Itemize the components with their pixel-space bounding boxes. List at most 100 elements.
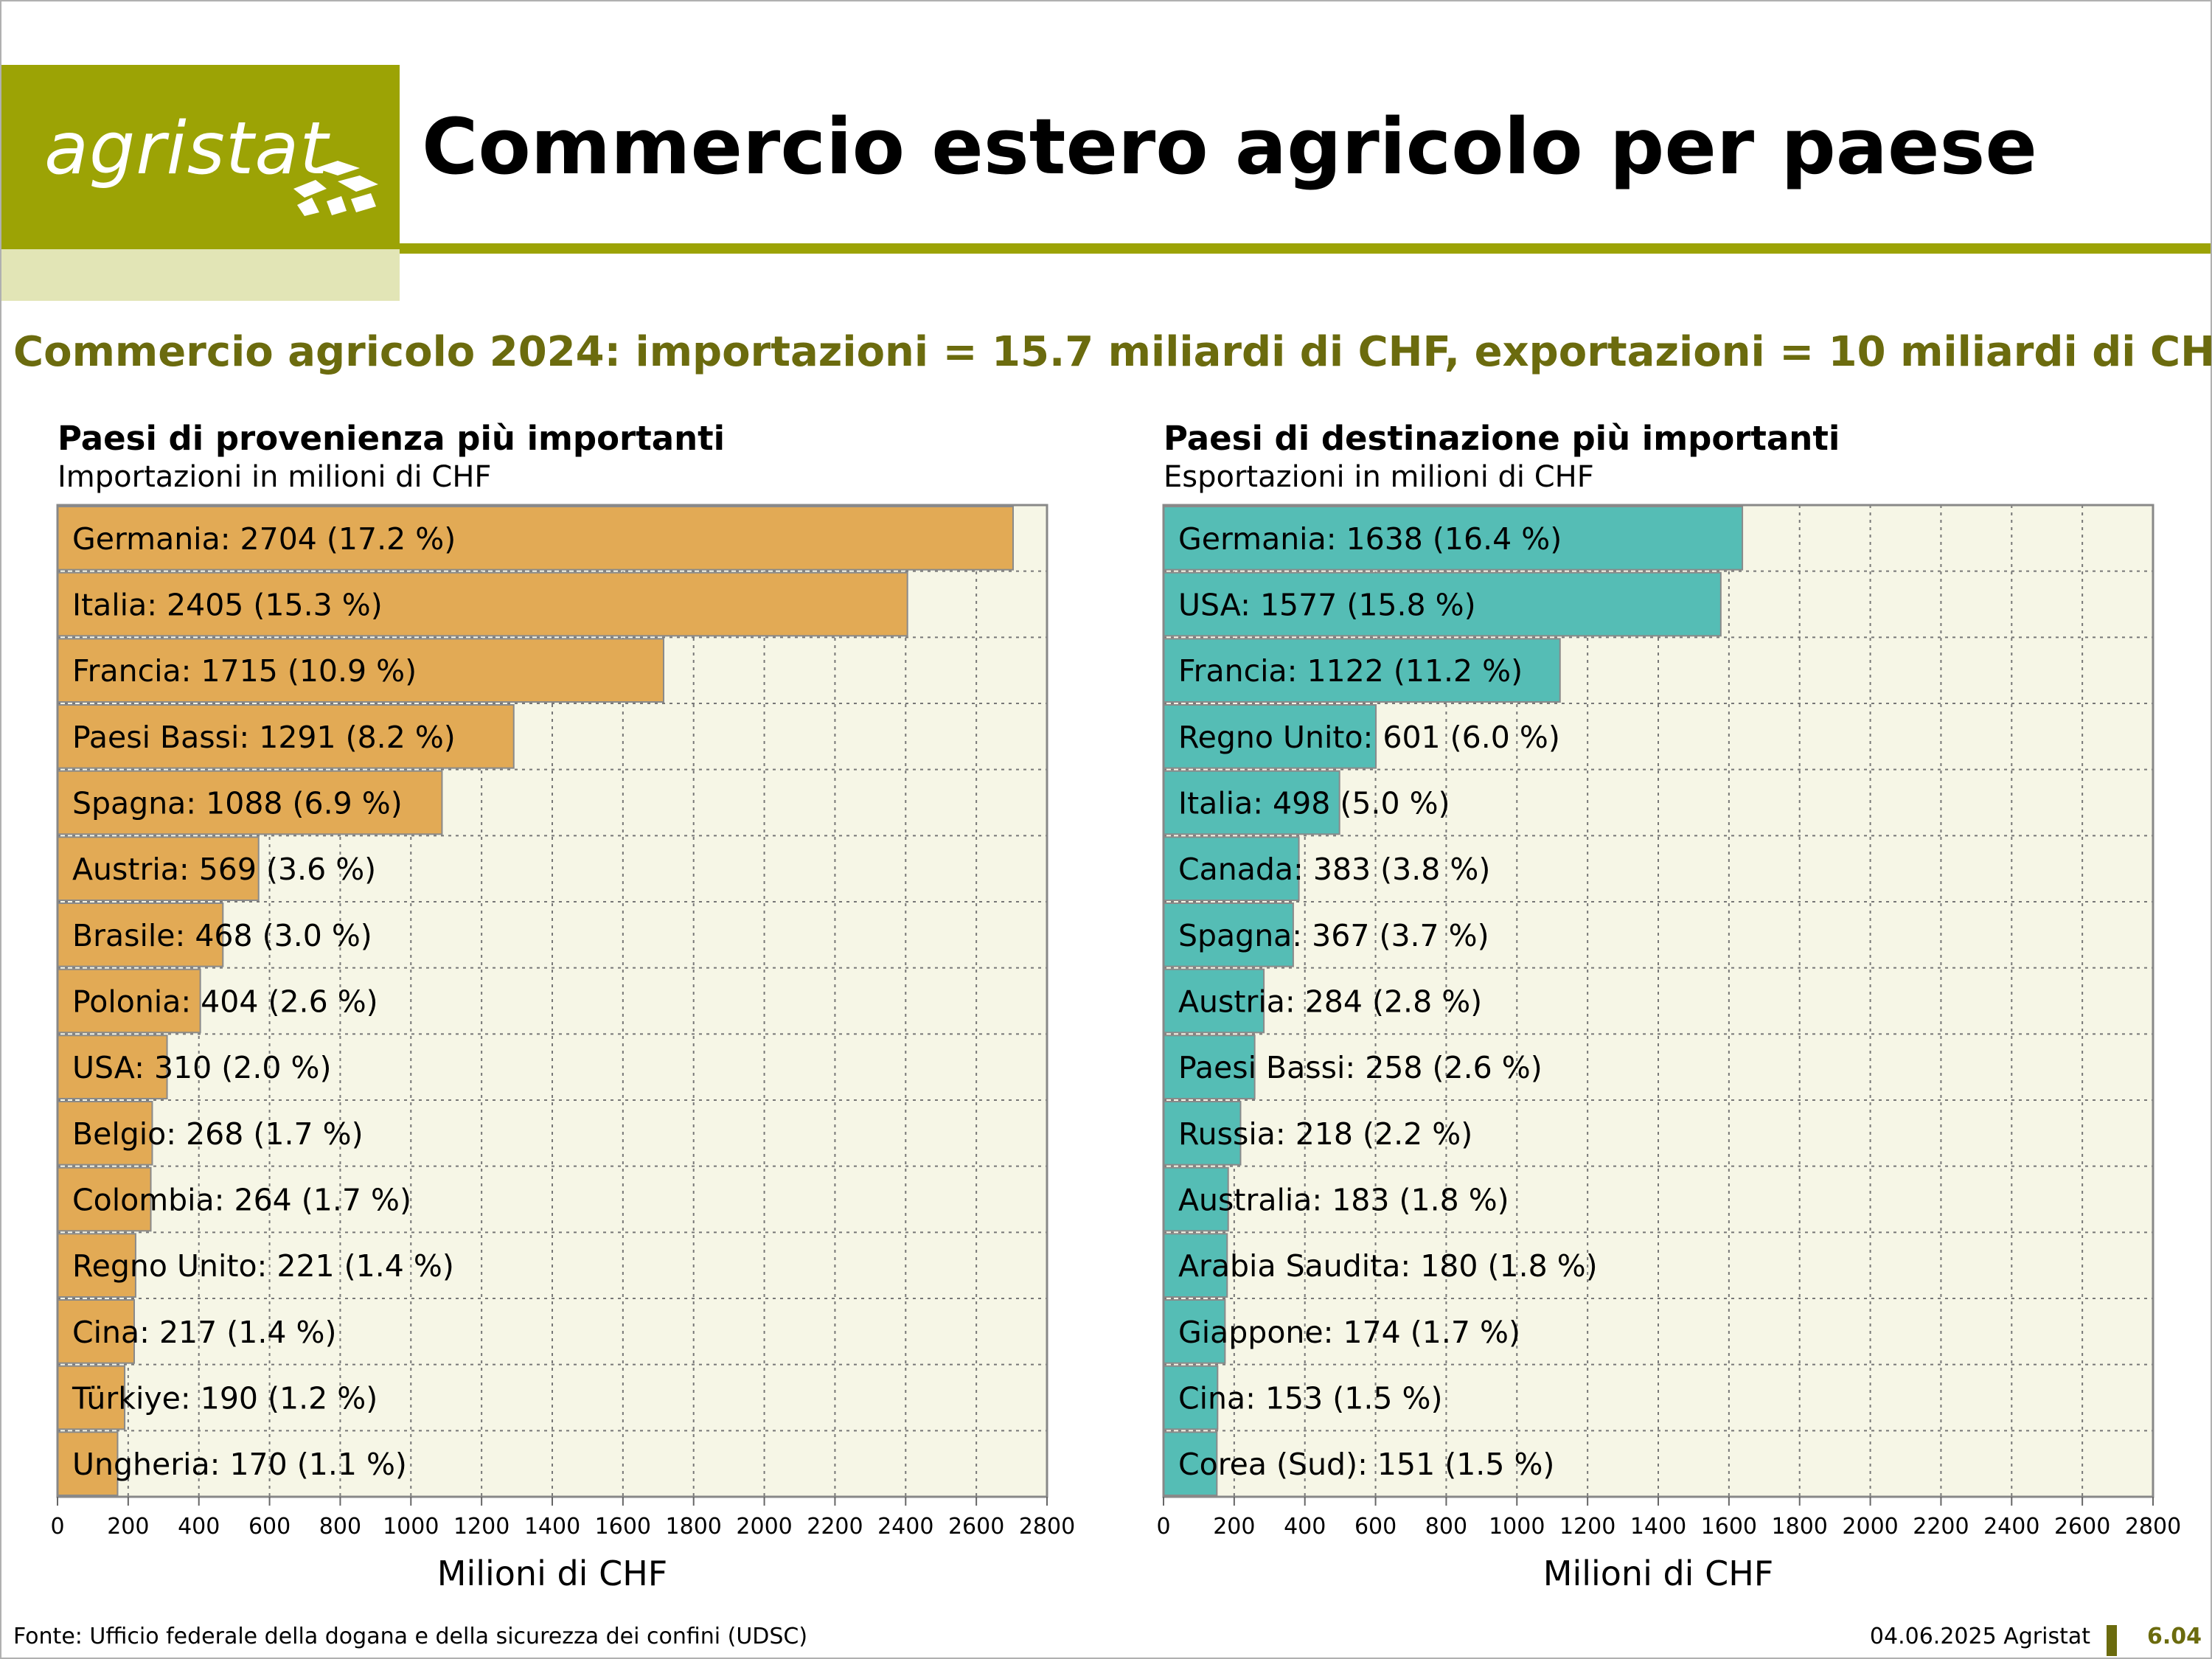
export-chart-subtitle: Esportazioni in milioni di CHF xyxy=(1164,460,1594,494)
import-bar-italia xyxy=(57,571,908,637)
logo-underlay xyxy=(1,249,400,301)
import-bar-paesi-bassi xyxy=(57,704,515,769)
export-bar-regno-unito xyxy=(1163,704,1377,769)
export-bar-arabia-saudita xyxy=(1163,1233,1228,1298)
import-xtick-label: 2400 xyxy=(877,1514,933,1540)
import-bar-label: Italia: 2405 (15.3 %) xyxy=(72,588,383,623)
import-bar-spagna xyxy=(57,770,443,835)
export-bar-label: Canada: 383 (3.8 %) xyxy=(1178,852,1490,887)
export-bar-label: Cina: 153 (1.5 %) xyxy=(1178,1381,1442,1416)
import-bar-polonia xyxy=(57,968,201,1034)
page-subtitle: Commercio agricolo 2024: importazioni = … xyxy=(13,328,2212,376)
export-bar-label: Austria: 284 (2.8 %) xyxy=(1178,984,1482,1020)
title-divider xyxy=(400,243,2211,254)
export-bar-label: Francia: 1122 (11.2 %) xyxy=(1178,653,1523,689)
import-xtick-label: 600 xyxy=(248,1514,291,1540)
import-bar-label: Cina: 217 (1.4 %) xyxy=(72,1315,336,1350)
page-title: Commercio estero agricolo per paese xyxy=(422,102,2037,192)
import-bar-t-rkiye xyxy=(57,1365,126,1430)
export-xtick-label: 1800 xyxy=(1772,1514,1828,1540)
import-xtick-label: 800 xyxy=(319,1514,361,1540)
import-bar-label: Colombia: 264 (1.7 %) xyxy=(72,1183,411,1218)
import-chart-title: Paesi di provenienza più importanti xyxy=(58,419,726,458)
page-number: 6.04 xyxy=(2147,1624,2202,1649)
logo-text: agristat xyxy=(44,107,329,191)
export-bar-label: Germania: 1638 (16.4 %) xyxy=(1178,521,1562,557)
import-bar-label: Regno Unito: 221 (1.4 %) xyxy=(72,1248,454,1284)
export-bar-australia xyxy=(1163,1166,1229,1232)
import-bar-label: Türkiye: 190 (1.2 %) xyxy=(72,1381,378,1416)
import-bar-colombia xyxy=(57,1166,152,1232)
export-bar-label: Russia: 218 (2.2 %) xyxy=(1178,1116,1472,1152)
import-xtick-label: 2000 xyxy=(736,1514,792,1540)
import-bar-usa xyxy=(57,1034,168,1099)
import-chart-subtitle: Importazioni in milioni di CHF xyxy=(58,460,492,494)
import-bar-belgio xyxy=(57,1101,153,1166)
import-xtick-label: 0 xyxy=(50,1514,64,1540)
export-xtick-label: 2400 xyxy=(1983,1514,2039,1540)
export-xtick-label: 1400 xyxy=(1630,1514,1686,1540)
source-note: Fonte: Ufficio federale della dogana e d… xyxy=(13,1624,808,1649)
footer-date: 04.06.2025 Agristat xyxy=(1869,1624,2090,1649)
import-bar-label: Francia: 1715 (10.9 %) xyxy=(72,653,417,689)
export-bar-label: Arabia Saudita: 180 (1.8 %) xyxy=(1178,1248,1598,1284)
export-bar-label: Corea (Sud): 151 (1.5 %) xyxy=(1178,1447,1554,1482)
import-bar-francia xyxy=(57,638,664,703)
import-bar-label: Germania: 2704 (17.2 %) xyxy=(72,521,456,557)
import-bar-regno-unito xyxy=(57,1233,136,1298)
import-xtick-label: 2800 xyxy=(1019,1514,1075,1540)
import-bar-label: USA: 310 (2.0 %) xyxy=(72,1050,331,1085)
import-bar-label: Spagna: 1088 (6.9 %) xyxy=(72,786,403,821)
export-bar-label: Italia: 498 (5.0 %) xyxy=(1178,786,1450,821)
import-xtick-label: 1800 xyxy=(666,1514,722,1540)
export-bar-label: Spagna: 367 (3.7 %) xyxy=(1178,918,1489,953)
export-xtick-label: 1000 xyxy=(1489,1514,1545,1540)
export-bar-label: Regno Unito: 601 (6.0 %) xyxy=(1178,720,1560,755)
export-xtick-label: 2200 xyxy=(1913,1514,1969,1540)
import-bar-germania xyxy=(57,506,1014,571)
export-xtick-label: 200 xyxy=(1213,1514,1255,1540)
import-x-axis-label: Milioni di CHF xyxy=(437,1554,668,1593)
import-xtick-label: 1000 xyxy=(383,1514,439,1540)
export-bar-label: Paesi Bassi: 258 (2.6 %) xyxy=(1178,1050,1543,1085)
export-bar-italia xyxy=(1163,770,1340,835)
agristat-logo-icon xyxy=(293,161,378,216)
import-xtick-label: 1400 xyxy=(524,1514,580,1540)
export-xtick-label: 2800 xyxy=(2125,1514,2181,1540)
export-bar-corea-sud- xyxy=(1163,1431,1218,1497)
import-xtick-label: 1600 xyxy=(595,1514,651,1540)
export-bar-spagna xyxy=(1163,902,1294,967)
import-xtick-label: 200 xyxy=(107,1514,149,1540)
import-bar-label: Polonia: 404 (2.6 %) xyxy=(72,984,378,1020)
export-xtick-label: 600 xyxy=(1354,1514,1397,1540)
import-bar-brasile xyxy=(57,902,224,967)
import-chart: Germania: 2704 (17.2 %) Italia: 2405 (15.… xyxy=(50,504,1075,1593)
import-xtick-label: 400 xyxy=(178,1514,220,1540)
export-xtick-label: 2000 xyxy=(1842,1514,1898,1540)
import-xtick-label: 2600 xyxy=(948,1514,1004,1540)
import-bar-label: Brasile: 468 (3.0 %) xyxy=(72,918,372,953)
import-bar-austria xyxy=(57,836,260,902)
import-xtick-label: 2200 xyxy=(807,1514,863,1540)
export-xtick-label: 800 xyxy=(1425,1514,1467,1540)
export-bar-canada xyxy=(1163,836,1300,902)
export-bar-austria xyxy=(1163,968,1265,1034)
export-bar-usa xyxy=(1163,571,1722,637)
footer-divider xyxy=(2107,1625,2117,1656)
export-chart: Germania: 1638 (16.4 %) USA: 1577 (15.8 %… xyxy=(1156,504,2181,1593)
import-xtick-label: 1200 xyxy=(453,1514,509,1540)
logo-panel xyxy=(1,65,400,249)
export-xtick-label: 1200 xyxy=(1559,1514,1615,1540)
export-chart-title: Paesi di destinazione più importanti xyxy=(1164,419,1840,458)
import-bar-label: Austria: 569 (3.6 %) xyxy=(72,852,376,887)
export-bar-francia xyxy=(1163,638,1561,703)
export-bar-label: USA: 1577 (15.8 %) xyxy=(1178,588,1476,623)
export-bar-paesi-bassi xyxy=(1163,1034,1256,1099)
export-xtick-label: 2600 xyxy=(2054,1514,2110,1540)
import-bar-label: Ungheria: 170 (1.1 %) xyxy=(72,1447,407,1482)
import-bar-label: Paesi Bassi: 1291 (8.2 %) xyxy=(72,720,456,755)
export-bar-label: Giappone: 174 (1.7 %) xyxy=(1178,1315,1520,1350)
export-xtick-label: 1600 xyxy=(1701,1514,1757,1540)
export-x-axis-label: Milioni di CHF xyxy=(1543,1554,1774,1593)
export-xtick-label: 0 xyxy=(1156,1514,1170,1540)
